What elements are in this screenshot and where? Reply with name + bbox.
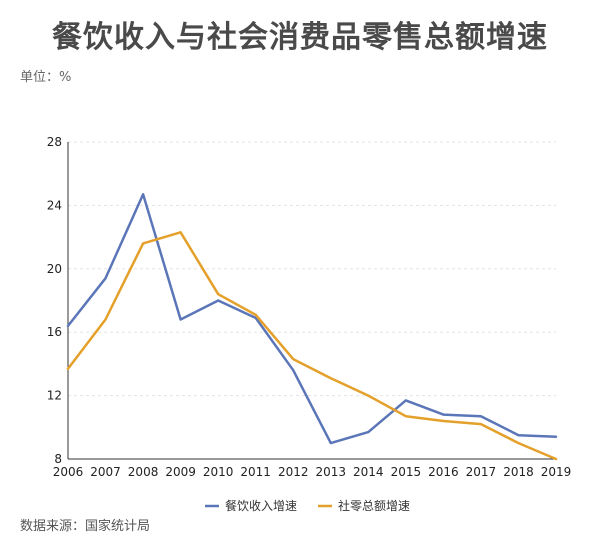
unit-label: 单位：% bbox=[20, 70, 72, 85]
series-lines bbox=[66, 193, 558, 461]
legend-label-2: 社零总额增速 bbox=[338, 498, 410, 513]
series-line-1 bbox=[66, 193, 558, 445]
legend-label-1: 餐饮收入增速 bbox=[225, 498, 297, 513]
data-source: 数据来源：国家统计局 bbox=[20, 519, 151, 534]
x-tick-label: 2011 bbox=[240, 465, 271, 479]
y-tick-label: 20 bbox=[47, 262, 62, 276]
y-tick-label: 24 bbox=[47, 198, 62, 212]
x-tick-label: 2007 bbox=[90, 465, 121, 479]
x-tick-label: 2008 bbox=[128, 465, 159, 479]
x-tick-label: 2014 bbox=[353, 465, 384, 479]
x-tick-label: 2013 bbox=[315, 465, 346, 479]
y-tick-label: 12 bbox=[47, 389, 62, 403]
y-tick-label: 16 bbox=[47, 325, 62, 339]
x-tick-label: 2012 bbox=[278, 465, 309, 479]
x-tick-label: 2019 bbox=[541, 465, 572, 479]
x-tick-label: 2015 bbox=[391, 465, 422, 479]
y-tick-label: 28 bbox=[47, 135, 62, 149]
x-tick-label: 2016 bbox=[428, 465, 459, 479]
chart-title: 餐饮收入与社会消费品零售总额增速 bbox=[52, 20, 548, 55]
x-tick-label: 2010 bbox=[203, 465, 234, 479]
x-tick-label: 2017 bbox=[466, 465, 497, 479]
series-line-2 bbox=[66, 231, 558, 461]
axes: 8 12 16 20 24 28 2006 2007 2008 2009 2010 2011 2012 2… bbox=[47, 135, 572, 479]
legend: 餐饮收入增速 社零总额增速 bbox=[205, 498, 410, 513]
y-tick-label: 8 bbox=[54, 452, 62, 466]
grid-lines bbox=[68, 141, 556, 397]
x-tick-label: 2006 bbox=[53, 465, 84, 479]
x-tick-label: 2018 bbox=[503, 465, 534, 479]
x-tick-label: 2009 bbox=[165, 465, 196, 479]
